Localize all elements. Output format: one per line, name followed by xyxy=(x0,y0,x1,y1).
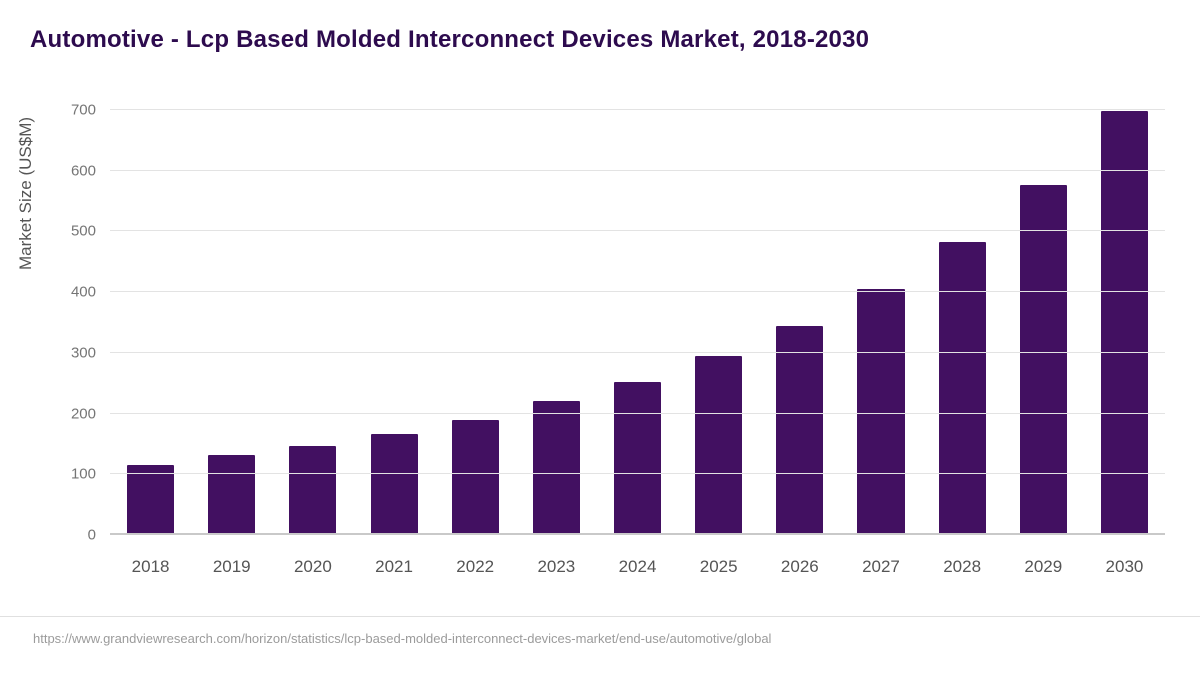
x-tick-label-2029: 2029 xyxy=(1024,557,1063,576)
bar-2021 xyxy=(370,433,418,535)
y-tick-label: 700 xyxy=(70,101,96,119)
bar-column-2029 xyxy=(1003,110,1084,535)
bar-2019 xyxy=(208,455,256,535)
x-tick-label-2023: 2023 xyxy=(537,557,576,576)
y-tick-label: 500 xyxy=(70,222,96,240)
source-url: https://www.grandviewresearch.com/horizo… xyxy=(33,631,772,646)
bar-column-2028 xyxy=(922,110,1003,535)
bar-2028 xyxy=(938,242,986,535)
bar-column-2021 xyxy=(353,110,434,535)
chart-region: Market Size (US$M) 0 100 200 300 400 500 600 70… xyxy=(16,95,1165,595)
x-tick-label-2027: 2027 xyxy=(862,557,900,576)
x-tick-label-2026: 2026 xyxy=(780,557,819,576)
bar-2025 xyxy=(695,355,743,535)
bar-2022 xyxy=(451,419,499,535)
x-tick-label-2020: 2020 xyxy=(293,557,332,576)
y-tick-label: 300 xyxy=(70,344,96,362)
x-tick-label-2021: 2021 xyxy=(375,557,413,576)
bar-column-2027 xyxy=(840,110,921,535)
bar-2024 xyxy=(613,382,662,535)
bar-column-2018 xyxy=(110,110,191,535)
x-tick-label-2028: 2028 xyxy=(943,557,982,576)
bar-2026 xyxy=(776,325,824,535)
y-tick-label: 100 xyxy=(70,465,96,483)
bar-column-2019 xyxy=(191,110,272,535)
bar-2020 xyxy=(289,445,337,535)
bar-2018 xyxy=(127,465,175,535)
bar-2030 xyxy=(1100,111,1148,535)
x-tick-label-2030: 2030 xyxy=(1105,557,1144,576)
x-tick-label-2019: 2019 xyxy=(212,557,251,576)
x-tick-label-2024: 2024 xyxy=(618,557,657,576)
x-axis-line xyxy=(110,533,1165,535)
bars-row xyxy=(110,110,1165,535)
bar-2023 xyxy=(532,401,580,535)
footer: https://www.grandviewresearch.com/horizo… xyxy=(0,616,1200,675)
x-tick-label-2022: 2022 xyxy=(456,557,495,576)
gridline xyxy=(110,109,1165,110)
x-axis-labels: 2018 2019 2020 2021 2022 2023 2024 2025 2026 2027… xyxy=(110,557,1165,577)
chart-title: Automotive - Lcp Based Molded Interconne… xyxy=(30,26,870,53)
bar-column-2025 xyxy=(678,110,759,535)
gridline xyxy=(110,351,1165,353)
bar-column-2026 xyxy=(759,110,840,535)
x-tick-label-2018: 2018 xyxy=(131,557,170,576)
y-axis-label: Market Size (US$M) xyxy=(16,116,35,270)
bar-column-2023 xyxy=(516,110,597,535)
bar-2029 xyxy=(1019,184,1067,535)
x-tick-label-2025: 2025 xyxy=(699,557,738,576)
gridline xyxy=(110,473,1165,475)
y-tick-label: 0 xyxy=(87,526,96,544)
bar-column-2024 xyxy=(597,110,678,535)
y-tick-label: 400 xyxy=(70,283,96,301)
gridline xyxy=(110,230,1165,232)
y-tick-label: 200 xyxy=(70,405,96,423)
bar-column-2020 xyxy=(272,110,353,535)
gridline xyxy=(110,169,1165,171)
gridline xyxy=(110,412,1165,414)
bar-column-2030 xyxy=(1084,110,1165,535)
bar-2027 xyxy=(857,289,905,535)
bar-column-2022 xyxy=(435,110,516,535)
y-tick-label: 600 xyxy=(70,162,96,180)
gridline xyxy=(110,291,1165,293)
plot-area: 0 100 200 300 400 500 600 700 xyxy=(71,102,1165,544)
